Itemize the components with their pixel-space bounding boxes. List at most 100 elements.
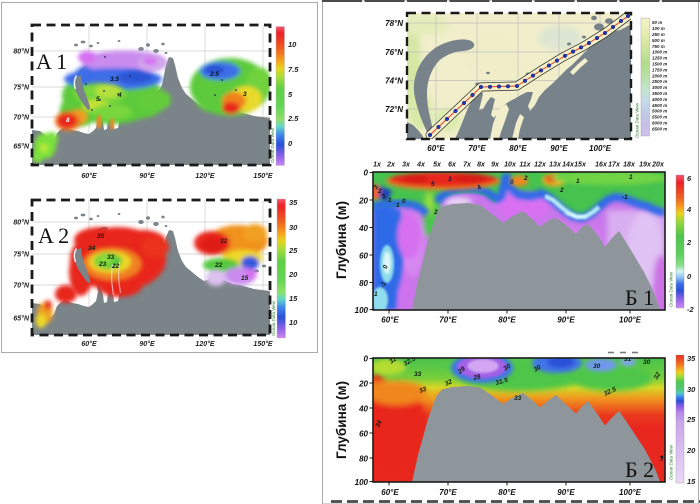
svg-text:100: 100 bbox=[355, 306, 369, 315]
svg-text:A 1: A 1 bbox=[36, 49, 67, 74]
svg-text:25: 25 bbox=[288, 246, 298, 255]
svg-text:5: 5 bbox=[288, 90, 293, 99]
svg-text:70°E: 70°E bbox=[468, 144, 486, 153]
svg-text:90°E: 90°E bbox=[550, 144, 568, 153]
svg-text:30: 30 bbox=[533, 364, 543, 374]
svg-text:2.5: 2.5 bbox=[287, 114, 299, 123]
svg-text:150°E: 150°E bbox=[253, 172, 272, 180]
svg-text:31.5: 31.5 bbox=[495, 377, 509, 387]
svg-text:-2: -2 bbox=[687, 305, 694, 314]
svg-text:30: 30 bbox=[687, 385, 696, 394]
svg-text:80°N: 80°N bbox=[13, 48, 30, 56]
svg-text:32.5: 32.5 bbox=[403, 355, 418, 368]
svg-text:34: 34 bbox=[88, 245, 96, 252]
svg-text:80: 80 bbox=[359, 455, 368, 464]
svg-text:31: 31 bbox=[624, 356, 632, 363]
svg-text:32: 32 bbox=[444, 378, 454, 388]
svg-text:1750 m: 1750 m bbox=[652, 67, 667, 72]
svg-text:1250 m: 1250 m bbox=[652, 56, 667, 61]
svg-text:3000 m: 3000 m bbox=[652, 85, 667, 90]
svg-text:30: 30 bbox=[502, 363, 512, 373]
svg-text:17x: 17x bbox=[608, 162, 621, 169]
svg-text:80°E: 80°E bbox=[498, 316, 516, 325]
svg-text:1000 m: 1000 m bbox=[652, 50, 667, 55]
svg-text:120°E: 120°E bbox=[195, 340, 214, 348]
svg-text:75°N: 75°N bbox=[13, 84, 30, 92]
svg-text:72°N: 72°N bbox=[385, 105, 403, 114]
svg-text:30: 30 bbox=[643, 359, 651, 366]
svg-text:0: 0 bbox=[288, 139, 293, 148]
svg-text:6000 m: 6000 m bbox=[652, 121, 667, 126]
svg-text:2: 2 bbox=[686, 238, 692, 247]
svg-text:32: 32 bbox=[220, 238, 228, 245]
svg-text:4500 m: 4500 m bbox=[651, 103, 667, 108]
svg-text:80: 80 bbox=[359, 279, 368, 288]
svg-text:120°E: 120°E bbox=[195, 172, 214, 180]
svg-text:100°E: 100°E bbox=[589, 144, 612, 153]
svg-text:2x: 2x bbox=[386, 162, 396, 169]
svg-text:65°N: 65°N bbox=[13, 315, 30, 323]
svg-text:35: 35 bbox=[289, 198, 298, 207]
svg-text:20: 20 bbox=[288, 270, 298, 279]
svg-text:50 m: 50 m bbox=[652, 20, 662, 25]
svg-text:90°E: 90°E bbox=[139, 172, 155, 180]
svg-text:80°N: 80°N bbox=[13, 219, 30, 227]
svg-text:3: 3 bbox=[372, 184, 380, 192]
svg-text:33: 33 bbox=[418, 386, 428, 395]
svg-text:75°N: 75°N bbox=[13, 251, 30, 259]
svg-text:15: 15 bbox=[241, 275, 249, 282]
svg-text:2000 m: 2000 m bbox=[651, 73, 667, 78]
svg-text:10: 10 bbox=[288, 40, 297, 49]
svg-text:78°N: 78°N bbox=[385, 19, 403, 28]
svg-text:8: 8 bbox=[66, 117, 70, 124]
svg-text:60: 60 bbox=[359, 252, 368, 261]
svg-text:25: 25 bbox=[686, 415, 696, 424]
svg-text:10x: 10x bbox=[504, 162, 517, 169]
svg-text:32: 32 bbox=[388, 356, 398, 366]
svg-text:2: 2 bbox=[523, 175, 528, 182]
svg-text:1: 1 bbox=[374, 291, 378, 298]
svg-text:150°E: 150°E bbox=[253, 340, 272, 348]
svg-text:7.5: 7.5 bbox=[288, 65, 299, 74]
svg-text:5: 5 bbox=[431, 181, 435, 188]
svg-text:’: ’ bbox=[658, 450, 665, 475]
svg-text:-1: -1 bbox=[379, 280, 388, 288]
svg-text:35: 35 bbox=[97, 233, 105, 240]
svg-text:1x: 1x bbox=[373, 162, 382, 169]
svg-text:0: 0 bbox=[687, 272, 692, 281]
svg-text:A 2: A 2 bbox=[38, 223, 69, 248]
svg-text:100 m: 100 m bbox=[652, 26, 665, 31]
svg-text:2: 2 bbox=[559, 187, 564, 194]
svg-text:76°N: 76°N bbox=[385, 48, 403, 57]
svg-text:90°E: 90°E bbox=[139, 340, 155, 348]
svg-text:19x: 19x bbox=[639, 162, 652, 169]
svg-text:5x: 5x bbox=[433, 162, 442, 169]
svg-text:1: 1 bbox=[388, 197, 392, 204]
svg-text:70°E: 70°E bbox=[439, 488, 457, 497]
svg-text:100: 100 bbox=[355, 478, 369, 487]
svg-text:0: 0 bbox=[364, 355, 369, 364]
svg-text:70°N: 70°N bbox=[13, 114, 30, 122]
svg-text:15x: 15x bbox=[574, 162, 587, 169]
svg-text:33: 33 bbox=[514, 395, 522, 402]
svg-text:14x: 14x bbox=[562, 162, 575, 169]
svg-text:28: 28 bbox=[472, 373, 482, 382]
svg-text:0: 0 bbox=[402, 198, 406, 205]
svg-text:34: 34 bbox=[374, 419, 384, 429]
svg-text:Ocean Data View: Ocean Data View bbox=[635, 102, 640, 138]
svg-text:20: 20 bbox=[358, 380, 368, 389]
svg-text:40: 40 bbox=[358, 224, 368, 233]
svg-text:15: 15 bbox=[687, 477, 696, 486]
svg-text:70°N: 70°N bbox=[13, 282, 30, 290]
svg-text:35: 35 bbox=[687, 354, 696, 363]
svg-text:1500 m: 1500 m bbox=[652, 62, 667, 67]
svg-text:4: 4 bbox=[117, 92, 122, 99]
svg-text:16x: 16x bbox=[595, 162, 608, 169]
svg-text:2: 2 bbox=[380, 192, 388, 201]
svg-text:1: 1 bbox=[629, 174, 633, 181]
svg-text:0: 0 bbox=[364, 169, 369, 178]
svg-text:Ocean Data View: Ocean Data View bbox=[669, 271, 674, 307]
svg-text:70°E: 70°E bbox=[439, 316, 457, 325]
svg-text:4: 4 bbox=[686, 205, 692, 214]
svg-text:60°E: 60°E bbox=[81, 340, 97, 348]
